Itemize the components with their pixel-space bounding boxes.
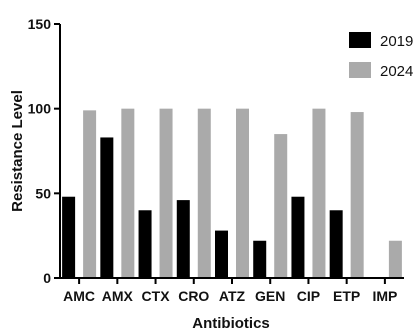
legend-swatch-2019 (349, 32, 371, 48)
bar-2024-cip (312, 108, 326, 279)
bar-2024-amc (83, 110, 97, 278)
bar-2019-amx (100, 137, 114, 278)
legend-label: 2024 (380, 63, 413, 80)
bar-2024-etp (350, 112, 364, 278)
bar-2024-gen (274, 134, 288, 278)
x-tick-label: AMC (63, 288, 95, 304)
x-tick-label: ATZ (219, 288, 246, 304)
legend-swatch-2024 (349, 62, 371, 78)
bar-2019-atz (215, 230, 228, 278)
bar-2024-cro (197, 108, 211, 279)
legend-label: 2019 (380, 33, 413, 50)
plot-area (62, 108, 402, 279)
y-axis-title: Resistance Level (9, 90, 26, 212)
bar-2019-etp (329, 210, 343, 278)
y-tick-label: 100 (28, 101, 52, 117)
x-tick-label: CTX (142, 288, 171, 304)
bar-2019-cro (176, 200, 190, 278)
bar-2024-imp (388, 240, 402, 278)
x-tick-label: GEN (255, 288, 285, 304)
bar-2019-cip (291, 196, 305, 278)
x-tick-label: AMX (102, 288, 134, 304)
bar-2024-atz (236, 108, 249, 279)
bar-2019-amc (62, 196, 76, 278)
bar-2019-gen (253, 240, 267, 278)
x-tick-label: CIP (297, 288, 320, 304)
x-tick-label: ETP (333, 288, 360, 304)
bar-2019-ctx (138, 210, 152, 278)
y-tick-label: 150 (28, 16, 52, 32)
legend: 2019 2024 (349, 32, 413, 80)
bar-2024-amx (121, 108, 135, 279)
axes: 0 50 100 150 AMC AMX CTX CRO ATZ GEN CIP ETP IMP (28, 16, 404, 304)
y-tick-label: 0 (43, 270, 51, 286)
x-axis-title: Antibiotics (192, 315, 270, 332)
y-tick-label: 50 (35, 185, 51, 201)
x-tick-label: IMP (372, 288, 397, 304)
x-tick-label: CRO (178, 288, 209, 304)
bar-2024-ctx (159, 108, 173, 279)
